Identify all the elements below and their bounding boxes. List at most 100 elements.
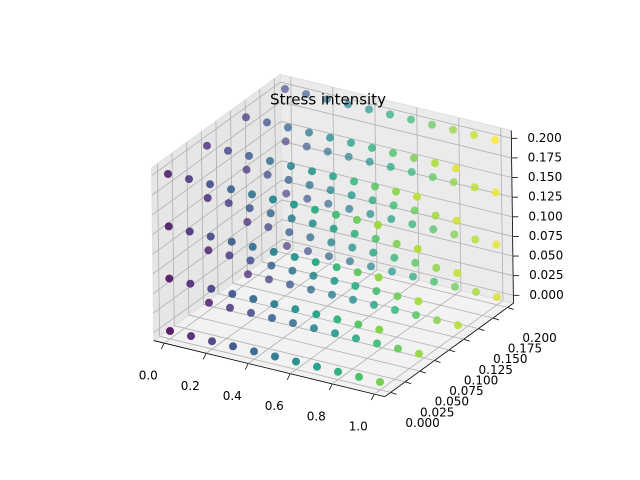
point [373,339,381,348]
point [292,357,300,366]
point [248,190,256,199]
x-tick-label: 0.0 [139,369,158,383]
point [326,186,335,195]
point [312,310,321,319]
point [493,293,501,301]
x-tick [244,363,249,370]
point [331,329,339,338]
point [313,362,321,371]
point [309,271,318,280]
point [375,325,384,334]
point [414,297,423,306]
point [348,243,357,252]
point [311,205,319,214]
point [325,252,333,261]
z-grid-line [151,121,282,216]
x-tick [286,373,291,380]
point [290,200,298,209]
y-tick [478,328,485,332]
point [228,289,237,298]
point [206,232,215,241]
point [452,164,460,173]
point [205,298,213,307]
point [206,180,214,189]
point [471,235,480,244]
y-tick-label: 0.075 [449,384,483,398]
point [431,211,440,220]
point [330,276,339,285]
x-tick-label: 0.8 [307,409,326,423]
point [250,347,258,356]
point [263,170,272,179]
z-grid-line [281,199,513,257]
point [245,204,254,213]
point [449,125,457,134]
point [242,165,251,174]
y-tick [434,360,441,363]
point [323,147,332,156]
point [308,167,316,176]
point [166,327,174,335]
y-tick [390,392,397,395]
z-tick-label: 0.100 [528,209,562,223]
point [269,195,277,204]
point [431,159,439,168]
point [327,238,336,247]
z-grid-line [281,179,513,237]
point [332,263,341,272]
point [245,151,253,160]
point [410,206,419,215]
z-grid-line [152,180,282,275]
z-grid-line [151,101,281,196]
x-tick [328,383,333,391]
point [365,105,373,114]
point [229,342,237,351]
y-tick-label: 0.150 [493,352,527,366]
point [242,113,250,122]
x-tick-label: 0.2 [181,379,200,393]
point [248,242,257,251]
point [165,274,174,283]
point [164,170,172,178]
point [308,219,317,228]
point [366,210,375,218]
y-tick-label: 0.000 [405,416,439,430]
point [203,141,211,150]
point [349,295,357,304]
point [263,118,271,127]
point [470,183,479,192]
z-grid-line [152,140,282,235]
point [353,268,362,277]
point [289,319,297,328]
point [269,247,278,256]
y-tick [463,338,470,342]
point [290,253,299,261]
point [390,253,399,262]
z-tick-label: 0.050 [529,249,563,263]
point [185,175,193,184]
point [347,191,356,200]
point [329,224,338,233]
point [185,227,194,236]
z-grid-line [282,238,514,296]
point [430,277,438,286]
z-grid-line [280,121,512,178]
z-grid-line [153,238,283,334]
point [368,143,376,152]
point [344,152,353,161]
point [246,256,255,265]
y-tick-label: 0.050 [435,395,469,409]
point [428,173,437,182]
y-tick-label: 0.100 [464,373,498,387]
point [281,85,289,93]
point [415,349,423,358]
point [285,228,294,237]
point [226,303,234,312]
y-grid-line [232,282,464,340]
point [410,154,418,163]
point [282,189,291,198]
point [225,251,234,260]
z-grid-line [153,219,283,314]
point [333,315,342,324]
y-tick-label: 0.025 [420,405,454,419]
